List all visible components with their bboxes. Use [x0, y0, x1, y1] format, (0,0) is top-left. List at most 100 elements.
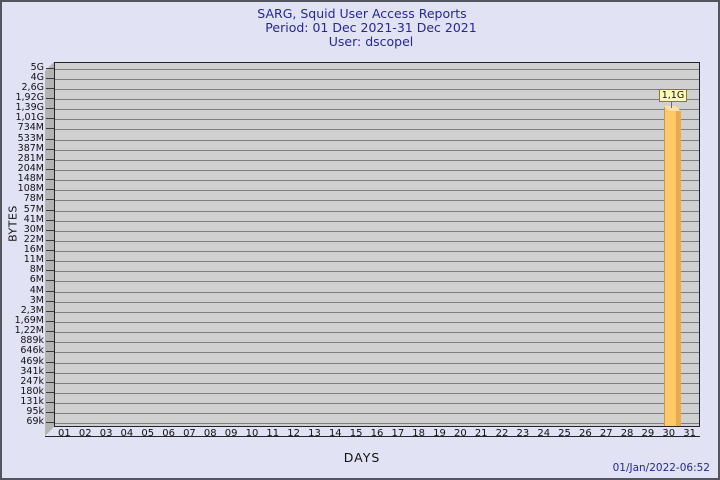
gridline — [55, 140, 699, 141]
y-axis-tick-mark — [46, 331, 54, 332]
y-axis-tick-label: 131k — [20, 396, 44, 408]
gridline — [55, 302, 699, 303]
x-axis-title: DAYS — [343, 450, 381, 465]
gridline — [55, 129, 699, 130]
y-axis-tick-label: 2,6G — [21, 81, 44, 93]
gridline — [55, 271, 699, 272]
y-axis-tick-mark — [46, 270, 54, 271]
gridline — [55, 200, 699, 201]
x-axis-tick-label: 31 — [683, 428, 696, 439]
y-axis-tick-label: 1,92G — [15, 91, 44, 103]
x-axis-tick-label: 19 — [433, 428, 446, 439]
y-axis-tick-label: 1,22M — [14, 325, 44, 337]
x-axis-tick-label: 18 — [412, 428, 426, 439]
y-axis-tick-label: 533M — [17, 132, 44, 144]
gridline — [55, 363, 699, 364]
gridline — [55, 403, 699, 404]
x-axis-tick-label: 02 — [78, 428, 92, 439]
y-axis-tick-mark — [46, 118, 54, 119]
y-axis-tick-label: 69k — [26, 416, 44, 428]
y-axis-tick-label: 180k — [20, 386, 44, 398]
y-axis-tick-mark — [46, 108, 54, 109]
y-axis-tick-mark — [46, 159, 54, 160]
y-axis-tick-label: 1,01G — [15, 112, 44, 124]
gridline — [55, 322, 699, 323]
y-axis-tick-mark — [46, 169, 54, 170]
x-axis-tick-label: 08 — [203, 428, 217, 439]
x-axis-tick-label: 14 — [328, 428, 342, 439]
y-axis-tick-label: 78M — [23, 193, 44, 205]
x-axis-tick-label: 22 — [495, 428, 509, 439]
chart-title-block: SARG, Squid User Access Reports Period: … — [2, 7, 718, 49]
x-axis-tick-label: 21 — [474, 428, 488, 439]
x-axis-tick-label: 26 — [579, 428, 592, 439]
x-axis-tick-label: 13 — [308, 428, 321, 439]
y-axis-tick-mark — [46, 321, 54, 322]
y-axis-tick-mark — [46, 412, 54, 413]
y-axis-tick-mark — [46, 422, 54, 423]
x-axis-tick-label: 09 — [224, 428, 238, 439]
y-axis-tick-labels: 5G 4G 2,6G 1,92G 1,39G 1,01G 734M 533M 387M 281M 2… — [2, 2, 44, 478]
y-axis-tick-mark — [46, 372, 54, 373]
x-axis-tick-label: 24 — [537, 428, 551, 439]
y-axis-tick-mark — [46, 98, 54, 99]
y-axis-tick-mark — [46, 68, 54, 69]
y-axis-tick-mark — [46, 139, 54, 140]
y-axis-tick-label: 41M — [23, 213, 44, 225]
y-axis-tick-label: 1,69M — [14, 315, 44, 327]
gridline — [55, 170, 699, 171]
y-axis-tick-label: 247k — [20, 375, 44, 387]
x-axis-tick-label: 01 — [58, 428, 71, 439]
x-axis-line — [45, 436, 700, 437]
y-axis-tick-mark — [46, 240, 54, 241]
y-axis-tick-mark — [46, 88, 54, 89]
gridline — [55, 241, 699, 242]
y-axis-tick-label: 2,3M — [20, 304, 44, 316]
y-axis-tick-mark — [46, 189, 54, 190]
x-axis-tick-label: 03 — [99, 428, 113, 439]
x-axis-tick-label: 29 — [641, 428, 655, 439]
x-axis-tick-label: 16 — [370, 428, 384, 439]
y-axis-tick-mark — [46, 179, 54, 180]
y-axis-tick-label: 4M — [29, 284, 44, 296]
y-axis-tick-label: 341k — [20, 365, 44, 377]
gridline — [55, 231, 699, 232]
y-axis-tick-mark — [46, 280, 54, 281]
gridline — [55, 413, 699, 414]
gridline — [55, 109, 699, 110]
gridline — [55, 373, 699, 374]
y-axis-tick-label: 646k — [20, 345, 44, 357]
bar-label-stem — [670, 102, 672, 108]
gridline — [55, 79, 699, 80]
gridline — [55, 383, 699, 384]
gridline — [55, 180, 699, 181]
y-axis-tick-label: 6M — [29, 274, 44, 286]
gridline — [55, 221, 699, 222]
y-axis-tick-mark — [46, 402, 54, 403]
bar-top-face — [663, 106, 681, 111]
x-axis-tick-label: 25 — [558, 428, 571, 439]
gridline — [55, 292, 699, 293]
gridline — [55, 89, 699, 90]
gridline — [55, 190, 699, 191]
x-axis-tick-label: 06 — [162, 428, 175, 439]
gridline — [55, 423, 699, 424]
x-axis-tick-label: 10 — [245, 428, 259, 439]
y-axis-tick-mark — [46, 362, 54, 363]
x-axis-tick-label: 20 — [453, 428, 467, 439]
x-axis-tick-label: 27 — [599, 428, 613, 439]
y-axis-tick-mark — [46, 382, 54, 383]
report-period: Period: 01 Dec 2021-31 Dec 2021 — [265, 20, 477, 35]
bar — [663, 106, 677, 426]
x-axis-tick-label: 28 — [620, 428, 634, 439]
x-axis-tick-label: 15 — [349, 428, 363, 439]
y-axis-tick-label: 281M — [17, 152, 44, 164]
x-axis-tick-label: 17 — [391, 428, 405, 439]
gridline — [55, 352, 699, 353]
y-axis-tick-label: 3M — [29, 294, 44, 306]
x-axis-tick-label: 05 — [141, 428, 155, 439]
gridline — [55, 160, 699, 161]
y-axis-tick-mark — [46, 78, 54, 79]
y-axis-tick-label: 204M — [17, 162, 44, 174]
